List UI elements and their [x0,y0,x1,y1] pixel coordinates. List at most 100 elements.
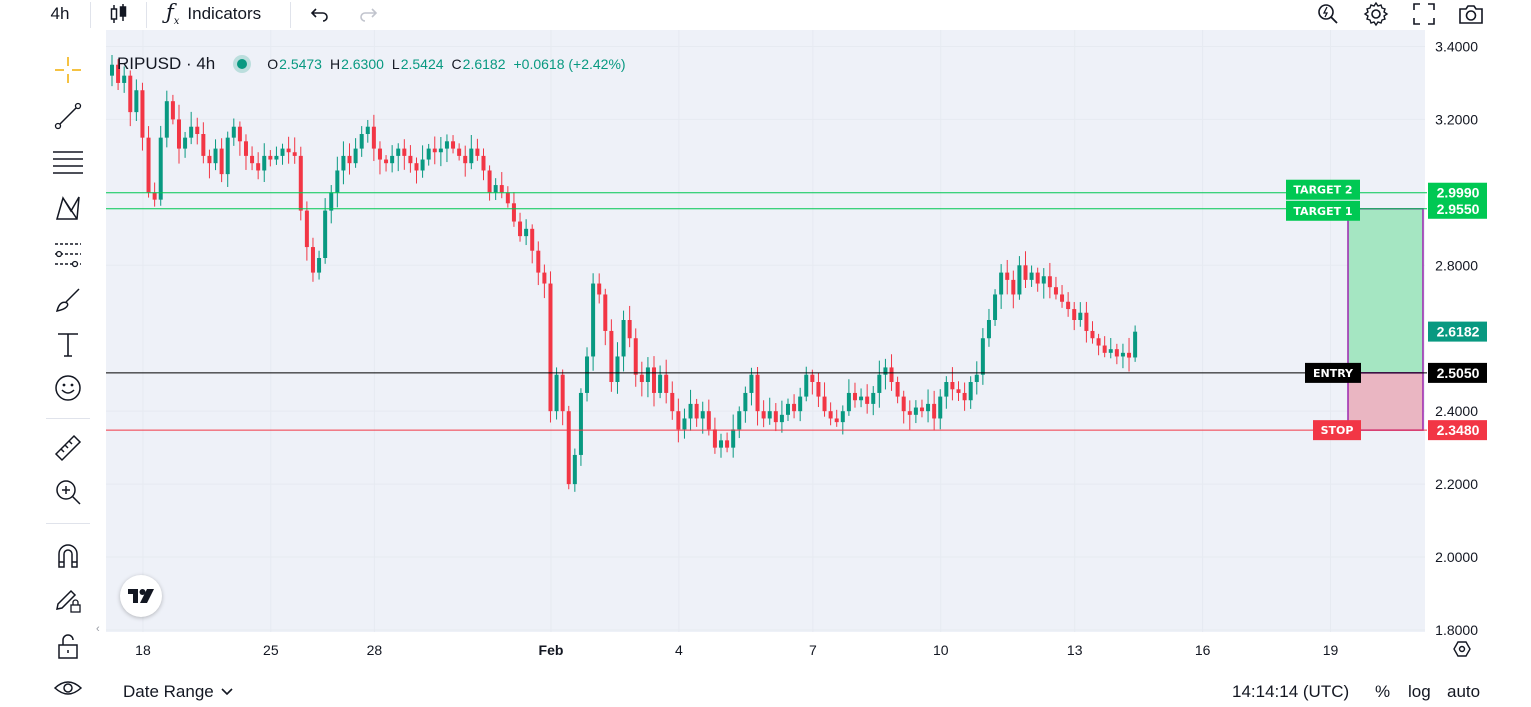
chart-type-button[interactable] [104,0,134,28]
candle-body [438,148,443,153]
percent-scale-toggle[interactable]: % [1375,680,1390,704]
lock-all-tool[interactable] [46,628,90,664]
candle-body [110,64,114,76]
forecasting-tool[interactable] [46,236,90,272]
candle-body [810,374,815,383]
candle [1011,270,1016,309]
collapse-toolbar-icon[interactable]: ‹ [96,623,100,635]
brush-tool[interactable] [46,282,90,318]
candle-body [798,396,803,412]
candle [444,134,449,163]
candle-body [250,155,255,164]
candle-body [950,382,955,390]
settings-button[interactable] [1362,0,1390,28]
candle-body [767,411,772,419]
snapshot-button[interactable] [1456,0,1486,28]
indicators-button[interactable]: ƒx Indicators [160,0,280,28]
emoji-tool[interactable] [46,370,90,406]
level-label-target[interactable]: TARGET 2 [1286,179,1360,200]
tradingview-logo[interactable] [120,575,162,617]
candle-body [463,155,468,164]
symbol-title[interactable]: RIPUSD · 4h [117,54,216,73]
level-price-tag: 2.9990 [1428,182,1487,203]
redo-button[interactable] [354,0,382,28]
candle-body [645,367,650,383]
measure-tool[interactable] [46,430,90,466]
candle [554,367,559,420]
candle [725,432,730,453]
magnet-icon [58,544,78,568]
interval-selector[interactable]: 4h [42,0,78,28]
candle-body [347,155,352,164]
candle-body [743,392,748,412]
time-scale[interactable] [106,632,1425,676]
open-value: 2.5473 [279,56,322,72]
indicators-label: Indicators [187,4,262,23]
candle-body [1017,265,1022,295]
level-label-box [1286,179,1360,200]
date-range-button[interactable]: Date Range [123,680,234,704]
candle-body [487,170,492,193]
candle [511,192,516,227]
toolbar-divider [146,2,147,28]
level-label-target[interactable]: TARGET 1 [1286,200,1360,221]
candle-body [384,159,389,164]
candle-body [554,374,559,412]
hide-drawings-tool[interactable] [46,670,90,706]
level-label-entry[interactable]: ENTRY [1305,362,1361,383]
candle [268,150,273,167]
candle [426,143,431,166]
candle-body [585,356,590,393]
profit-zone[interactable] [1347,208,1424,374]
pattern-tool[interactable] [46,190,90,226]
drawing-toolbar: ‹ [0,30,106,707]
trend-line-tool[interactable] [46,98,90,134]
candle-body [883,367,888,375]
candle-body [999,272,1004,295]
undo-button[interactable] [306,0,334,28]
candle-body [408,155,413,164]
candle-body [195,126,200,135]
utc-clock[interactable]: 14:14:14 (UTC) [1232,680,1349,704]
auto-label: auto [1447,682,1481,701]
candle-body [591,283,596,357]
lock-drawings-tool[interactable] [46,582,90,618]
candle [755,366,760,426]
market-status-icon[interactable] [237,59,248,69]
candle-body [731,429,736,448]
undo-icon [310,8,328,22]
pencil-lock-icon [56,589,81,613]
candle-body [840,411,845,423]
log-scale-toggle[interactable]: log [1408,680,1431,704]
candle [195,117,200,145]
candle-body [292,152,297,156]
level-label-stop[interactable]: STOP [1313,420,1361,441]
crosshair-tool[interactable] [46,52,90,88]
text-tool[interactable] [46,326,90,362]
magnet-tool[interactable] [46,537,90,573]
candle [499,172,504,199]
candle [304,201,309,261]
gear-icon [1363,1,1389,27]
candle-body [846,392,851,412]
fib-retracement-tool[interactable] [46,144,90,180]
ruler-icon [54,434,82,462]
candle [944,376,949,409]
candle-body [1072,309,1077,321]
auto-scale-toggle[interactable]: auto [1447,680,1480,704]
candle [560,369,565,426]
close-value: 2.6182 [462,56,506,72]
trend-line-icon [54,102,82,130]
scale-settings-button[interactable] [1453,641,1471,657]
candle [176,104,181,164]
zoom-tool[interactable] [46,474,90,510]
unlock-icon [58,634,78,659]
candle [700,401,705,434]
fullscreen-button[interactable] [1410,0,1438,28]
pattern-icon [56,196,80,220]
time-tick-label: Feb [539,642,564,658]
quick-search-button[interactable] [1314,0,1342,28]
candle-body [755,374,760,412]
candle-body [980,338,985,375]
